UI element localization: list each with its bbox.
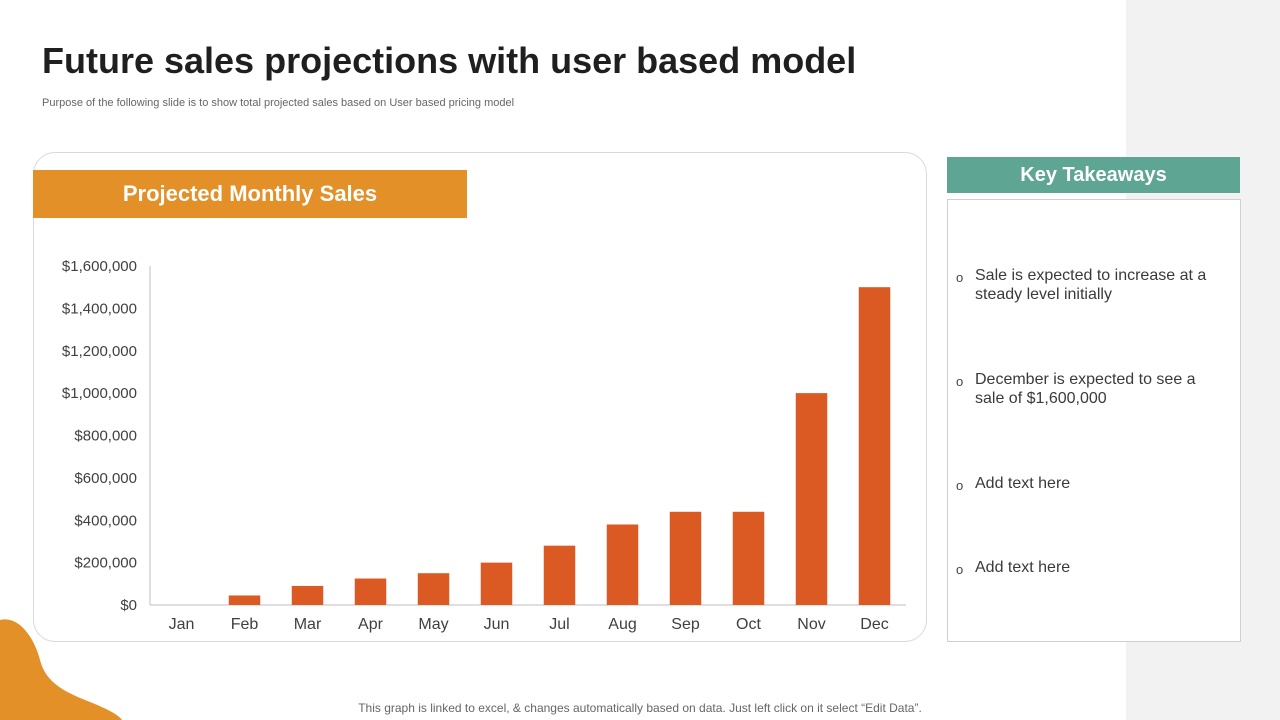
circle-bullet-icon: o <box>956 270 964 285</box>
key-takeaways-box <box>947 199 1241 642</box>
takeaway-item: o Add text here <box>956 558 1216 579</box>
chart-card <box>33 152 927 642</box>
page-subtitle: Purpose of the following slide is to sho… <box>42 97 515 109</box>
circle-bullet-icon: o <box>956 562 964 577</box>
chart-header: Projected Monthly Sales <box>33 170 467 218</box>
page-title: Future sales projections with user based… <box>42 40 857 81</box>
takeaway-item: o Sale is expected to increase at a stea… <box>956 266 1216 304</box>
circle-bullet-icon: o <box>956 478 964 493</box>
takeaway-text: Sale is expected to increase at a steady… <box>975 267 1207 303</box>
key-takeaways-header: Key Takeaways <box>947 157 1240 193</box>
takeaway-text: Add text here <box>975 559 1071 576</box>
decorative-blob <box>0 619 122 720</box>
takeaway-item: o Add text here <box>956 474 1216 495</box>
takeaway-text: December is expected to see a sale of $1… <box>975 371 1196 407</box>
takeaway-item: o December is expected to see a sale of … <box>956 370 1216 408</box>
circle-bullet-icon: o <box>956 374 964 389</box>
takeaway-text: Add text here <box>975 475 1071 492</box>
footer-note: This graph is linked to excel, & changes… <box>358 701 922 715</box>
